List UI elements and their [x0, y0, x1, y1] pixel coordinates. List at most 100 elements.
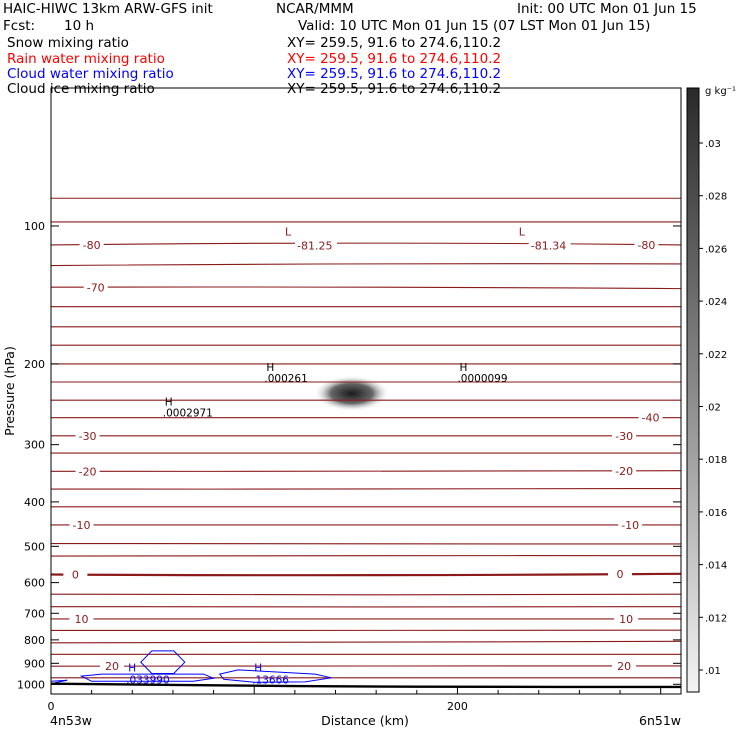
isotherm-label: 20: [105, 660, 119, 673]
init-time: Init: 00 UTC Mon 01 Jun 15: [517, 1, 697, 17]
snow-max-marker: H: [459, 362, 467, 374]
y-tick-label: 100: [24, 220, 45, 233]
isotherm-line: [51, 640, 681, 644]
cloud-water-contour: [51, 679, 68, 684]
isotherm-label: -10: [621, 519, 639, 532]
temperature-min-marker: L: [285, 226, 292, 239]
cloud-water-contour: [140, 650, 186, 674]
field-rain-xy: XY= 259.5, 91.6 to 274.6,110.2: [287, 51, 501, 67]
x-right-endpoint: 6n51w: [639, 713, 681, 728]
cloud-water-max-value: .13666: [252, 675, 289, 687]
field-rain-name: Rain water mixing ratio: [7, 51, 165, 67]
temperature-min-bg: [295, 239, 338, 252]
isotherm-label-bg: [612, 464, 637, 477]
y-tick-label: 700: [24, 607, 45, 620]
isotherm-label-bg: [608, 567, 633, 580]
isotherm-line: [51, 470, 681, 472]
plot-area: -80 -80 -70 -40 -30 -30 -20 -20 -10 -10 0 0 10 10 20 20…: [17, 87, 682, 713]
isotherm-label: 0: [617, 568, 624, 581]
x-tick-label: 0: [48, 700, 55, 713]
y-tick-label: 1000: [17, 678, 45, 691]
isotherm-label: -80: [83, 239, 101, 252]
isotherm-label: 10: [619, 613, 633, 626]
y-axis-label: Pressure (hPa): [2, 346, 17, 436]
field-cloudwater-name: Cloud water mixing ratio: [7, 66, 174, 82]
isotherm-label-bg: [612, 659, 637, 672]
colorbar-ramp: [686, 87, 700, 693]
isotherm-label: -20: [79, 465, 97, 478]
temperature-min-bg: [528, 239, 571, 252]
cloud-water-contour: [218, 669, 332, 683]
colorbar-tick-label: .026: [705, 244, 727, 255]
snow-max-value: .000261: [264, 373, 307, 385]
valid-time: Valid: 10 UTC Mon 01 Jun 15 (07 LST Mon …: [298, 18, 650, 34]
y-tick-label: 400: [24, 496, 45, 509]
y-tick-label: 900: [24, 657, 45, 670]
plot-frame: [50, 87, 682, 695]
colorbar-tick-label: .024: [705, 297, 727, 308]
snow-max-shading: [313, 375, 390, 412]
isotherm-label: -30: [79, 430, 97, 443]
isotherm-label: -70: [87, 281, 105, 294]
colorbar-tick-label: .014: [705, 561, 727, 572]
temperature-min-value: -81.34: [531, 240, 566, 253]
isotherm-label: 0: [72, 568, 79, 581]
field-snow-name: Snow mixing ratio: [7, 35, 129, 51]
x-axis: 0 200: [48, 686, 662, 713]
colorbar-tick-label: .028: [705, 192, 727, 203]
snow-max-marker: H: [165, 397, 173, 409]
forecast-label: Fcst:: [3, 18, 35, 34]
cloud-water-contours: [51, 650, 332, 684]
isotherm-line: [51, 286, 681, 290]
field-cloudwater-xy: XY= 259.5, 91.6 to 274.6,110.2: [287, 66, 501, 82]
isotherm-label-bg: [612, 429, 637, 442]
colorbar-tick-label: .012: [705, 613, 727, 624]
model-title: HAIC-HIWC 13km ARW-GFS init: [3, 1, 213, 17]
isotherm-label-bg: [614, 612, 639, 625]
isotherm-label: -40: [642, 412, 660, 425]
field-snow-xy: XY= 259.5, 91.6 to 274.6,110.2: [287, 35, 501, 51]
isotherm-line: [51, 263, 681, 267]
terrain-line: [51, 682, 681, 689]
colorbar-tick-label: .03: [705, 139, 721, 150]
isotherm-label: -30: [615, 430, 633, 443]
y-tick-label: 800: [24, 634, 45, 647]
x-left-endpoint: 4n53w: [50, 713, 92, 728]
snow-max-marker: H: [266, 362, 274, 374]
cloud-water-max-value: .033990: [126, 675, 169, 687]
cloud-water-contour: [79, 673, 216, 682]
isotherm-label-bg: [638, 411, 663, 424]
isotherm-label: -20: [615, 465, 633, 478]
field-cloudice-name: Cloud ice mixing ratio: [7, 81, 155, 97]
colorbar-tick-label: .01: [705, 666, 721, 677]
temperature-min-marker: L: [519, 226, 526, 239]
isotherm-label-bg: [69, 518, 94, 531]
y-tick-label: 200: [24, 358, 45, 371]
isotherm-line: [51, 487, 681, 490]
isotherm-label-bg: [618, 518, 643, 531]
temperature-isotherms: -80 -80 -70 -40 -30 -30 -20 -20 -10 -10 0 0 10 10 20 20: [51, 197, 681, 679]
field-cloudice-xy: XY= 259.5, 91.6 to 274.6,110.2: [287, 81, 501, 97]
cloud-water-max-marker: H: [128, 663, 136, 675]
colorbar: g kg⁻¹ .03 .028 .026 .024 .022 .02 .018 .016 .01…: [686, 86, 736, 693]
colorbar-tick-label: .022: [705, 350, 727, 361]
colorbar-unit: g kg⁻¹: [705, 86, 736, 97]
isotherm-label: 20: [617, 660, 631, 673]
org-label: NCAR/MMM: [276, 1, 354, 17]
isotherm-label-bg: [99, 660, 124, 673]
isotherm-line: [51, 572, 681, 577]
isotherm-label-bg: [75, 465, 100, 478]
isotherm-label-bg: [79, 238, 104, 251]
isotherm-label: -80: [637, 239, 655, 252]
isotherm-label-bg: [75, 429, 100, 442]
y-tick-label: 500: [24, 540, 45, 553]
snow-max-value: .0002971: [163, 408, 213, 420]
terrain-surface: [51, 682, 681, 689]
snow-shading: [313, 375, 390, 412]
snow-max-value: .0000099: [457, 373, 507, 385]
isotherm-label-bg: [63, 568, 88, 581]
y-tick-label: 300: [24, 439, 45, 452]
cloud-water-max-marker: H: [254, 663, 262, 675]
isotherm-label: 10: [74, 613, 88, 626]
